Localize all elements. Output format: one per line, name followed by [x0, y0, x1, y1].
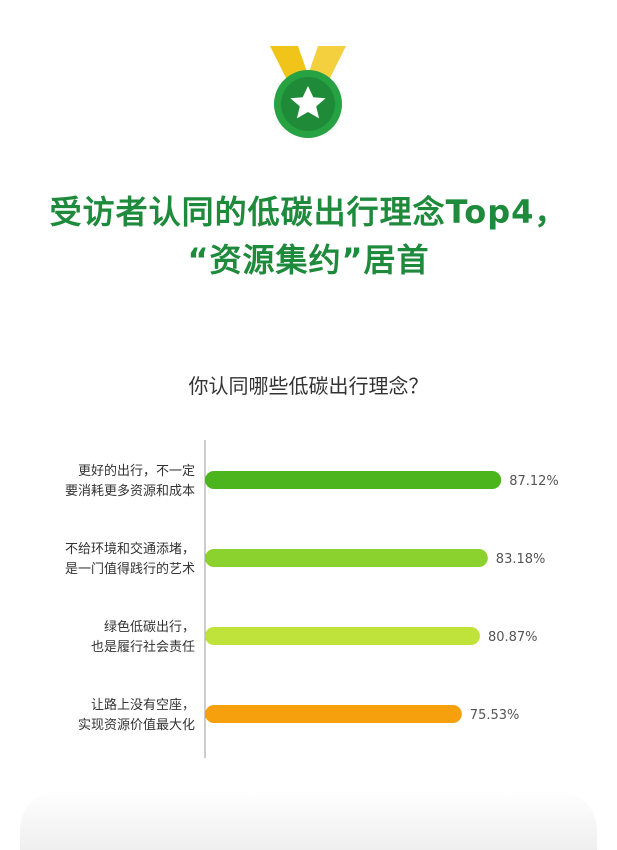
bar-2	[205, 549, 488, 567]
medal-star-icon	[270, 46, 346, 138]
data-label-2: 83.18%	[496, 552, 546, 567]
bar-1	[205, 471, 502, 489]
category-label-2-line-2: 是一门值得践行的艺术	[65, 561, 195, 577]
category-label-4-line-2: 实现资源价值最大化	[78, 717, 195, 733]
data-label-4: 75.53%	[470, 708, 520, 723]
data-label-3: 80.87%	[488, 630, 538, 645]
bottom-shade	[20, 790, 597, 850]
category-label-1-line-1: 更好的出行，不一定	[78, 463, 195, 479]
category-label-2-line-1: 不给环境和交通添堵，	[65, 541, 195, 557]
category-label-1-line-2: 要消耗更多资源和成本	[65, 483, 195, 499]
category-label-4-line-1: 让路上没有空座，	[91, 697, 195, 713]
title-line-1: 受访者认同的低碳出行理念Top4，	[49, 193, 568, 231]
chart-question: 你认同哪些低碳出行理念？	[188, 374, 429, 398]
category-label-3-line-2: 也是履行社会责任	[91, 639, 195, 655]
page-title: 受访者认同的低碳出行理念Top4， “资源集约”居首	[0, 188, 617, 284]
bar-3	[205, 627, 480, 645]
data-label-1: 87.12%	[509, 474, 559, 489]
bar-4	[205, 705, 462, 723]
title-line-2: “资源集约”居首	[187, 241, 430, 279]
category-label-3-line-1: 绿色低碳出行，	[104, 619, 195, 635]
